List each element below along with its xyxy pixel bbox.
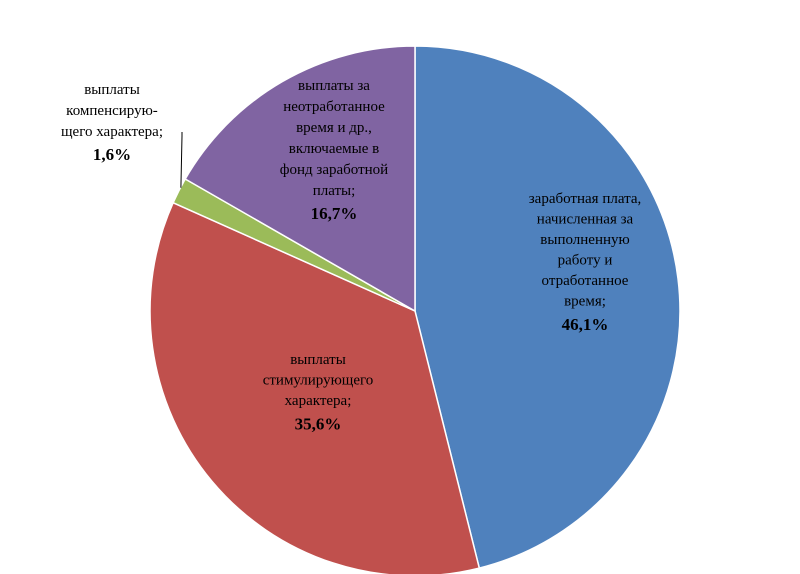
pie-slice-unworked-time-payments	[184, 45, 416, 313]
slice-label-line: выплаты за	[298, 78, 370, 94]
slice-label-line: стимулирующего	[263, 373, 374, 389]
slice-label-line: щего характера;	[61, 124, 163, 140]
pie-slice-incentive-payments	[149, 201, 481, 574]
slice-label-line: включаемые в	[289, 141, 379, 157]
slice-label-unworked-time-payments: выплаты за неотработанное время и др., вклю…	[280, 78, 388, 223]
pie-slice-wages-earned	[414, 45, 681, 569]
slice-label-line: время и др.,	[296, 120, 372, 136]
slice-labels: заработная плата, начисленная за выполненн…	[61, 78, 641, 434]
leader-lines	[180, 132, 183, 188]
slice-label-line: выплаты	[84, 82, 140, 98]
slice-label-line: неотработанное	[283, 99, 385, 115]
slice-label-line: работу и	[558, 253, 613, 269]
slice-label-line: платы;	[313, 183, 356, 199]
slice-label-line: начисленная за	[537, 212, 634, 228]
slice-label-line: заработная плата,	[529, 191, 642, 207]
slice-value-incentive-payments: 35,6%	[295, 415, 342, 434]
slice-value-compensation-payments: 1,6%	[93, 145, 131, 164]
slice-label-line: отработанное	[542, 273, 629, 289]
leader-line-compensation-payments	[180, 132, 183, 188]
slice-label-incentive-payments: выплаты стимулирующего характера; 35,6%	[263, 352, 374, 434]
slice-label-compensation-payments: выплаты компенсирую-щего характера; 1,6%	[61, 82, 163, 164]
slice-label-line: характера;	[285, 393, 352, 409]
slice-label-wages-earned: заработная плата, начисленная за выполненн…	[529, 191, 642, 334]
slice-label-line: фонд заработной	[280, 162, 388, 178]
slice-label-line: время;	[564, 294, 606, 310]
slice-value-unworked-time-payments: 16,7%	[311, 204, 358, 223]
slice-label-line: выплаты	[290, 352, 346, 368]
slice-value-wages-earned: 46,1%	[562, 315, 609, 334]
pie-slices	[149, 45, 681, 574]
slice-label-line: компенсирую-	[66, 103, 158, 119]
slice-label-line: выполненную	[540, 232, 629, 248]
